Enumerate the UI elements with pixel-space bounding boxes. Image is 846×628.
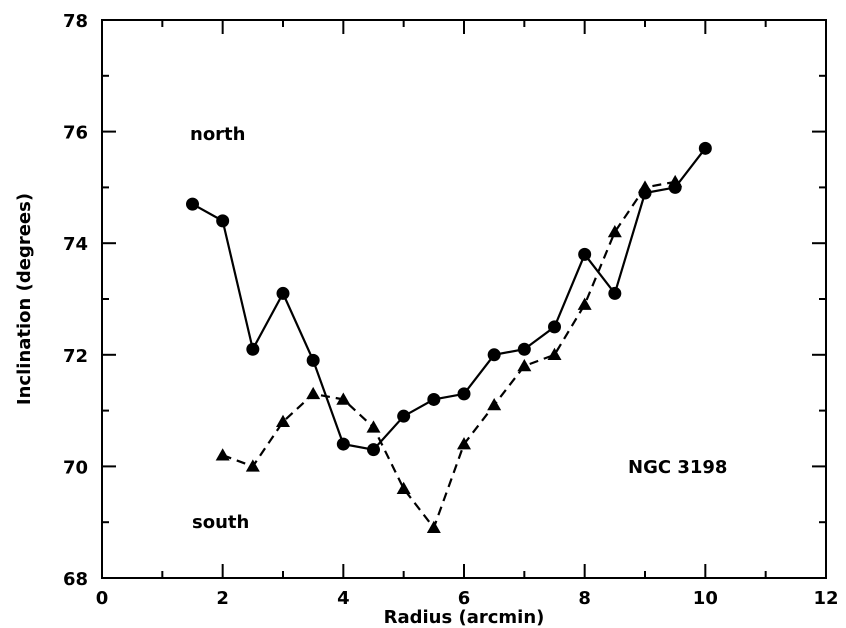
series-2-point: [607, 225, 622, 238]
series-2-point: [366, 420, 381, 433]
series-1-point: [186, 197, 199, 211]
series-1-point: [336, 437, 350, 451]
y-tick-label: 70: [63, 457, 88, 478]
series-1-point: [548, 320, 561, 334]
series-2-point: [668, 174, 683, 188]
annotation-south: south: [192, 512, 249, 533]
series-2-point: [245, 459, 260, 472]
series-1-point: [698, 141, 712, 155]
series-1-point: [578, 247, 592, 261]
x-tick-label: 12: [813, 588, 838, 609]
x-tick-label: 4: [337, 588, 350, 609]
x-tick-label: 2: [216, 588, 229, 609]
y-tick-label: 72: [63, 346, 88, 367]
series-1-point: [517, 342, 531, 356]
x-tick-labels: 0 2 4 6 8 10 12: [96, 588, 839, 609]
x-axis-title: Radius (arcmin): [384, 607, 545, 628]
series-2-point: [517, 358, 532, 372]
series-2-point: [457, 437, 471, 450]
series-1-point: [608, 286, 622, 300]
series-1-point: [306, 353, 320, 367]
series-1-point: [367, 443, 380, 457]
y-tick-label: 78: [63, 11, 88, 32]
series-2-line: [222, 180, 676, 531]
x-tick-label: 6: [458, 588, 471, 609]
series-markers: [186, 141, 712, 534]
series-1-point: [276, 286, 290, 300]
series-2-point: [336, 392, 351, 405]
annotation-north: north: [190, 124, 245, 145]
series-2-point: [215, 448, 230, 461]
series-1-point: [216, 214, 230, 228]
series-1-point: [246, 342, 260, 356]
x-tick-label: 10: [693, 588, 718, 609]
y-tick-label: 76: [63, 123, 88, 144]
series-lines: [191, 147, 707, 531]
x-tick-label: 0: [96, 588, 109, 609]
axis-ticks: [101, 19, 827, 579]
series-1-point: [397, 409, 411, 423]
series-2-point: [547, 347, 562, 361]
series-2-point: [638, 180, 652, 193]
y-tick-label: 68: [63, 569, 88, 590]
series-1-line: [191, 147, 707, 451]
series-1-point: [427, 392, 441, 406]
plot-frame: [101, 19, 827, 579]
series-2-point: [426, 520, 441, 534]
series-2-point: [276, 414, 290, 428]
x-tick-label: 8: [578, 588, 591, 609]
y-axis-title: Inclination (degrees): [14, 193, 35, 405]
annotation-galaxy: NGC 3198: [628, 457, 727, 478]
series-2-point: [577, 297, 592, 310]
series-2-point: [396, 481, 411, 494]
series-2-point: [487, 398, 502, 411]
series-1-point: [457, 387, 471, 401]
y-tick-label: 74: [63, 234, 88, 255]
series-1-point: [487, 348, 501, 362]
series-2-point: [306, 386, 321, 400]
y-tick-labels: 68 70 72 74 76 78: [63, 11, 88, 590]
